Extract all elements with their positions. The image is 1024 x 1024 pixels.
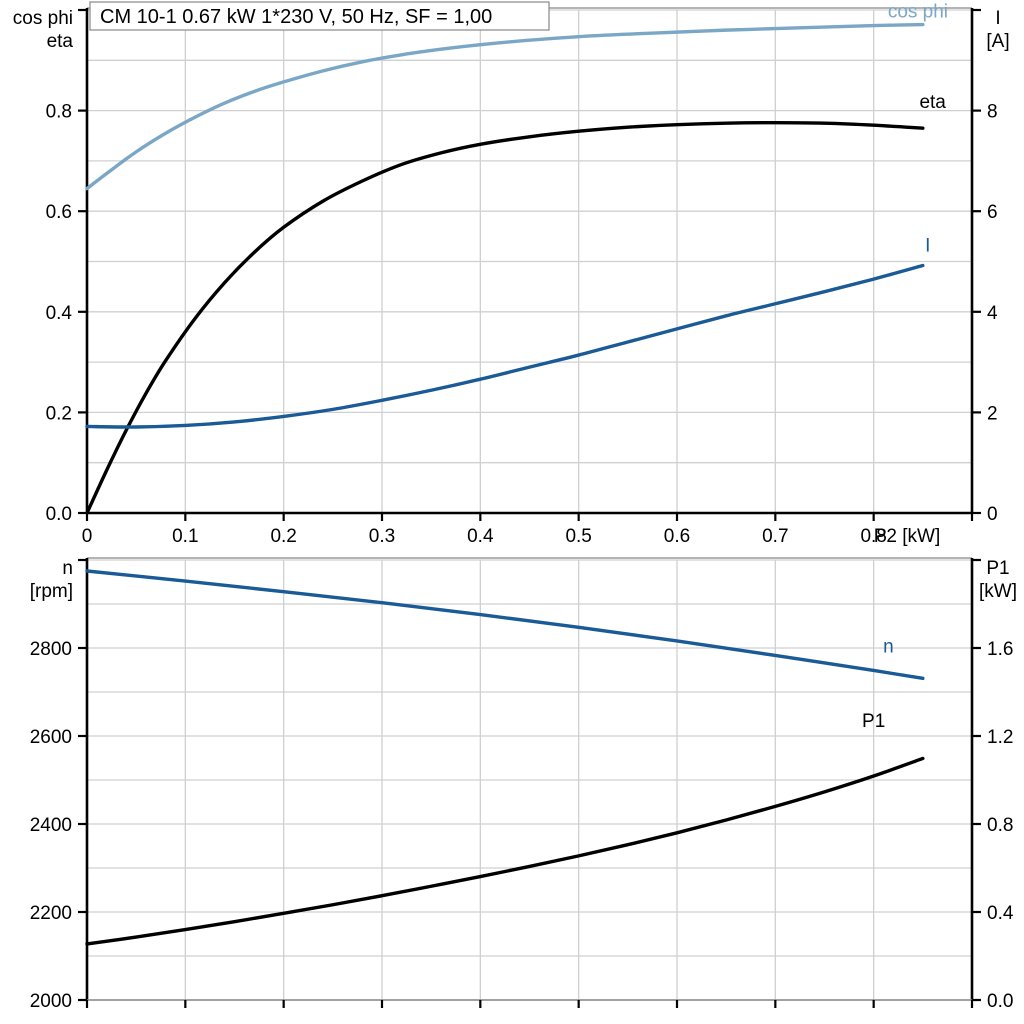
axis-caption-right-line1: P1 xyxy=(986,558,1009,579)
tick-label-right: 6 xyxy=(987,202,998,223)
curve-I xyxy=(85,263,925,429)
tick-label-left: 0.4 xyxy=(46,303,73,324)
tick-label-right: 0.4 xyxy=(987,903,1014,924)
curve-eta xyxy=(85,120,925,515)
gridlines xyxy=(87,559,973,1001)
tick-label-bottom: 0.7 xyxy=(762,526,788,547)
curve-label-cos-phi: cos phi xyxy=(888,2,948,23)
tick-label-right: 0 xyxy=(987,504,998,525)
chart-title-box: CM 10-1 0.67 kW 1*230 V, 50 Hz, SF = 1,0… xyxy=(89,1,550,31)
tick-label-bottom: 0.1 xyxy=(172,526,198,547)
axis-caption-left-line1: cos phi xyxy=(13,8,73,29)
tick-label-bottom: 0.4 xyxy=(467,526,494,547)
tick-label-right: 1.2 xyxy=(987,727,1013,748)
tick-label-right: 0.8 xyxy=(987,815,1013,836)
chart-bottom: 200022002400260028000.00.40.81.21.6nP1n[… xyxy=(30,557,1017,1012)
title-box-background xyxy=(89,1,550,31)
tick-label-right: 8 xyxy=(987,102,998,123)
tick-label-left: 2200 xyxy=(30,903,72,924)
tick-label-left: 2600 xyxy=(30,727,72,748)
tick-label-bottom: 0.2 xyxy=(270,526,296,547)
tick-label-bottom: 0.6 xyxy=(664,526,690,547)
tick-label-bottom: 0.8 xyxy=(860,526,886,547)
axis-caption-right-line2: [kW] xyxy=(979,581,1017,602)
tick-label-right: 1.6 xyxy=(987,639,1013,660)
tick-label-right: 4 xyxy=(987,303,998,324)
curve-n xyxy=(85,569,925,681)
tick-label-bottom: 0 xyxy=(82,526,93,547)
tick-label-left: 0.0 xyxy=(46,504,72,525)
curve-label-P1: P1 xyxy=(862,711,885,732)
tick-label-left: 0.6 xyxy=(46,202,72,223)
tick-label-left: 2800 xyxy=(30,639,72,660)
axis-caption-right-line1: I xyxy=(995,8,1000,29)
curve-label-eta: eta xyxy=(919,92,946,113)
tick-label-left: 0.2 xyxy=(46,403,72,424)
axis-caption-right-line2: [A] xyxy=(986,31,1009,52)
axis-caption-left-line2: eta xyxy=(47,31,74,52)
tick-label-bottom: 0.3 xyxy=(369,526,395,547)
tick-label-right: 2 xyxy=(987,403,998,424)
tick-label-bottom: 0.5 xyxy=(565,526,591,547)
tick-label-left: 2400 xyxy=(30,815,72,836)
axis-caption-left-line2: [rpm] xyxy=(30,581,73,602)
curve-label-n: n xyxy=(883,636,894,657)
axis-caption-left-line1: n xyxy=(62,558,73,579)
axis-caption-x: P2 [kW] xyxy=(874,526,941,547)
gridlines xyxy=(87,9,973,514)
curve-label-I: I xyxy=(925,235,930,256)
tick-label-left: 0.8 xyxy=(46,102,72,123)
curve-P1 xyxy=(85,756,925,946)
chart-title-text: CM 10-1 0.67 kW 1*230 V, 50 Hz, SF = 1,0… xyxy=(100,6,492,28)
tick-label-left: 2000 xyxy=(30,991,72,1012)
curve-cos-phi xyxy=(85,22,925,191)
tick-label-right: 0.0 xyxy=(987,991,1013,1012)
chart-top: 0.0 0.2 0.4 0.6 0.8 0 2 4 6 8 0 0.1 0.2 0.3 0.4 0.5 0.6 0… xyxy=(13,2,1010,547)
